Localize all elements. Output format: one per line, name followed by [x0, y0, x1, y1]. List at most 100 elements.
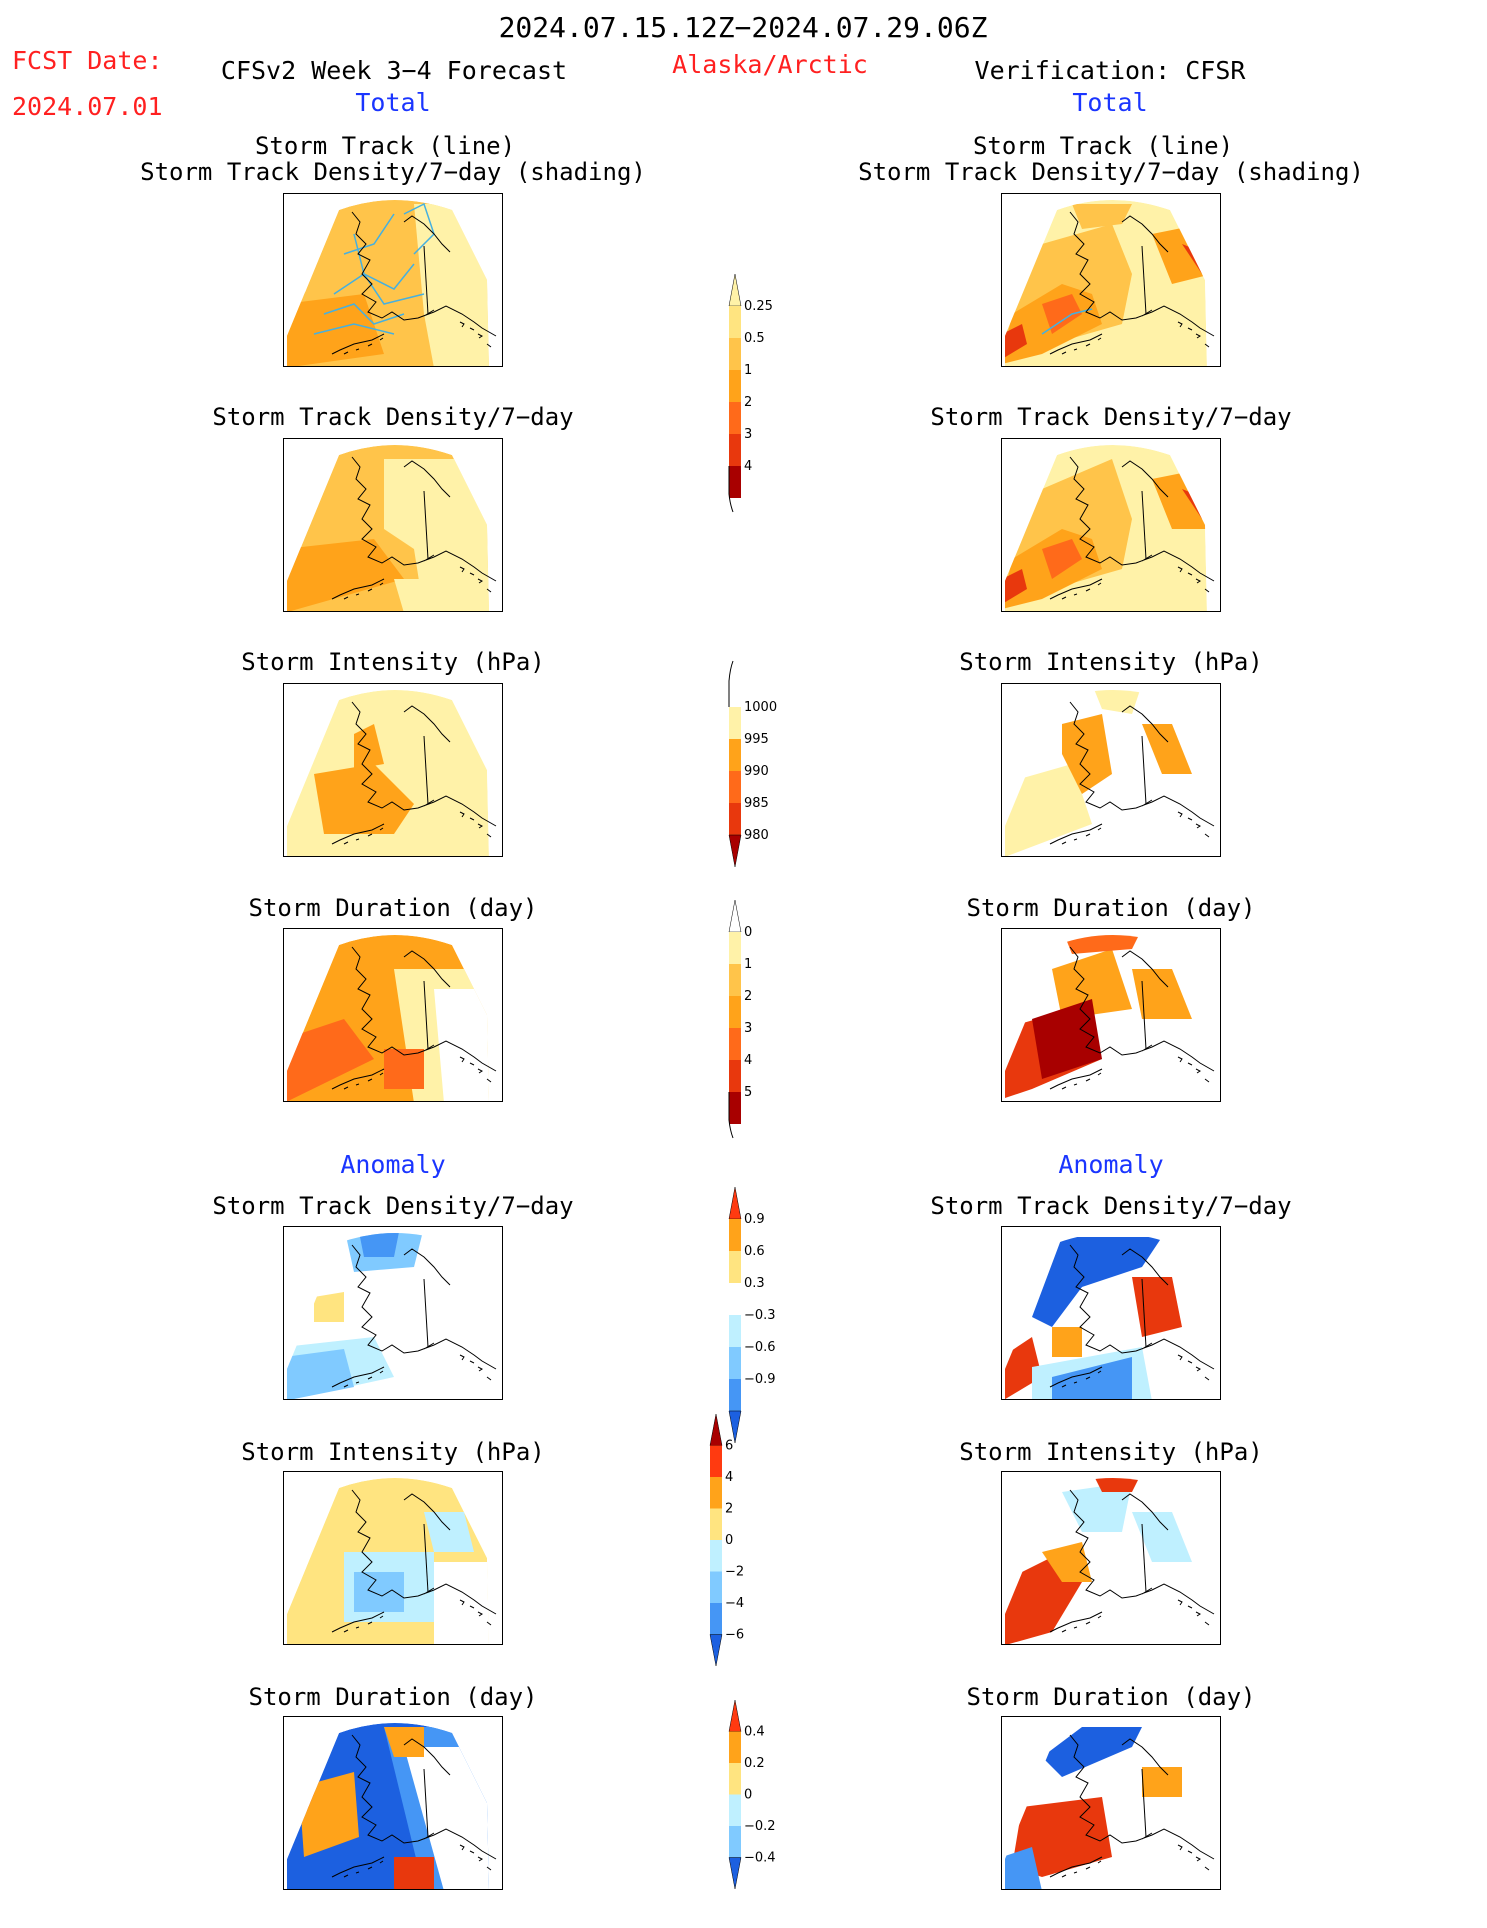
panel-title-duration-left: Storm Duration (day) — [248, 894, 538, 922]
islands — [343, 1056, 492, 1090]
colorbar-tick-label: 995 — [744, 732, 769, 747]
panel-title-track-line-right: Storm Track (line) — [972, 132, 1234, 160]
colorbar-tick-label: 6 — [725, 1439, 733, 1454]
colorbar-tick-label: 980 — [744, 828, 769, 843]
colorbar-swatch — [729, 1315, 741, 1347]
colorbar-swatch — [729, 996, 741, 1028]
islands — [343, 1354, 492, 1388]
border-line — [1141, 490, 1147, 560]
colorbar-intensity-anomaly: 6 4 2 0 −2 −4 −6 — [709, 1413, 744, 1667]
border-line — [423, 1768, 429, 1838]
shaded-region — [1062, 1482, 1132, 1532]
colorbar-swatch — [729, 466, 741, 498]
islands — [1061, 811, 1210, 845]
shaded-region — [1042, 294, 1082, 334]
coastline — [331, 701, 497, 845]
coastline — [1049, 1489, 1215, 1633]
shaded-region — [384, 459, 489, 611]
coastline — [331, 456, 497, 600]
colorbar-swatch — [729, 1219, 741, 1251]
colorbar-swatch — [729, 306, 741, 338]
coastline — [1049, 456, 1215, 600]
storm-track-line — [333, 263, 415, 295]
colorbar-swatch — [729, 1060, 741, 1092]
map-track-cfsr — [1001, 193, 1221, 367]
shaded-region — [1092, 1478, 1142, 1492]
colorbar-swatch — [710, 1571, 722, 1603]
shaded-region — [287, 1349, 354, 1399]
border-line — [423, 490, 429, 560]
region-title: Alaska/Arctic — [672, 50, 868, 79]
anomaly-right-label: Anomaly — [1058, 1150, 1164, 1179]
shaded-region — [1142, 1767, 1182, 1797]
shaded-region — [1052, 1327, 1082, 1357]
colorbar-tick-label: 0 — [744, 925, 752, 940]
map-track-forecast — [283, 193, 503, 367]
colorbar-swatch — [729, 338, 741, 370]
islands — [1061, 1599, 1210, 1633]
colorbar-tick-label: 0.6 — [744, 1244, 765, 1259]
storm-track-line — [1041, 308, 1093, 335]
shaded-region — [1052, 1357, 1132, 1399]
shaded-region — [1042, 539, 1082, 579]
shaded-region — [1042, 1727, 1142, 1777]
colorbar-tick-label: 985 — [744, 796, 769, 811]
shaded-region — [314, 764, 414, 834]
panel-title-density-left: Storm Track Density/7−day — [212, 403, 574, 431]
colorbar-tick-label: 3 — [744, 427, 752, 442]
colorbar-swatch — [729, 675, 741, 707]
border-line — [1141, 1278, 1147, 1348]
period-title: 2024.07.15.12Z−2024.07.29.06Z — [498, 11, 988, 44]
islands — [343, 566, 492, 600]
fcst-date-value: 2024.07.01 — [12, 92, 163, 121]
map-density-anom-cfsr — [1001, 1226, 1221, 1400]
border-line — [1141, 735, 1147, 805]
shaded-region — [424, 1512, 474, 1552]
colorbar-tick-label: 990 — [744, 764, 769, 779]
colorbar-intensity: 1000 995 990 985 980 — [728, 660, 777, 868]
colorbar-tick-label: −4 — [725, 1596, 744, 1611]
colorbar-tick-label: 0 — [744, 1788, 752, 1803]
colorbar-tail — [728, 660, 734, 707]
colorbar-tick-label: 2 — [744, 989, 752, 1004]
border-line — [423, 735, 429, 805]
panel-title-track-shading-left: Storm Track Density/7−day (shading) — [140, 158, 646, 186]
map-density-forecast — [283, 438, 503, 612]
colorbar-tick-label: −0.9 — [744, 1372, 776, 1387]
colorbar-tick-label: −0.3 — [744, 1308, 776, 1323]
shaded-region — [394, 1857, 434, 1889]
colorbar-swatch — [729, 964, 741, 996]
right-section-total: Total — [1072, 88, 1148, 117]
islands — [343, 811, 492, 845]
colorbar-tick-label: 0.4 — [744, 1725, 765, 1740]
shaded-region — [1005, 569, 1027, 604]
colorbar-swatch — [729, 370, 741, 402]
shaded-region — [434, 989, 489, 1101]
shaded-region — [314, 1292, 344, 1322]
map-density-cfsr — [1001, 438, 1221, 612]
islands — [343, 1844, 492, 1878]
coastline — [331, 1244, 497, 1388]
map-duration-forecast — [283, 928, 503, 1102]
colorbar-swatch — [729, 803, 741, 835]
shaded-region — [384, 1049, 424, 1089]
islands — [1061, 1844, 1210, 1878]
colorbar-tick-label: −0.4 — [744, 1851, 776, 1866]
colorbar-swatch — [728, 899, 742, 933]
shaded-region — [1132, 1512, 1192, 1562]
panel-title-duration-right: Storm Duration (day) — [966, 894, 1256, 922]
storm-track-line — [313, 323, 395, 335]
model-title: CFSv2 Week 3−4 Forecast — [220, 56, 568, 85]
colorbar-duration: 0 1 2 3 4 5 — [728, 899, 752, 1139]
colorbar-swatch — [729, 1347, 741, 1379]
colorbar-swatch — [709, 1413, 723, 1446]
coastline — [331, 946, 497, 1090]
colorbar-swatch — [728, 1857, 742, 1890]
islands — [343, 1599, 492, 1633]
panel-title-track-shading-right: Storm Track Density/7−day (shading) — [858, 158, 1364, 186]
colorbar-swatch — [729, 1794, 741, 1826]
colorbar-swatch — [710, 1477, 722, 1509]
colorbar-tick-label: 5 — [744, 1085, 752, 1100]
islands — [1061, 1056, 1210, 1090]
coastline — [1049, 1244, 1215, 1388]
